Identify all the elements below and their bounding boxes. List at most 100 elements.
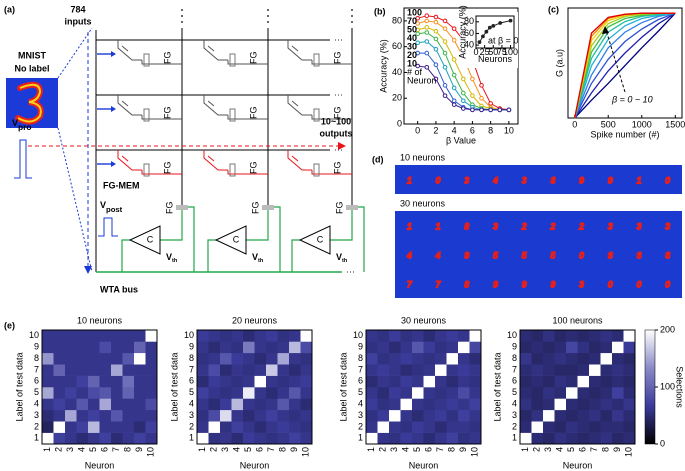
heatmap-cell — [366, 330, 378, 342]
x-axis-label: Neuron — [409, 460, 439, 470]
heatmap-cell — [254, 432, 267, 445]
heatmap-cell — [99, 330, 112, 342]
heatmap-cell — [197, 387, 209, 399]
fg-label: FG — [162, 107, 172, 120]
heatmap-cell — [389, 398, 401, 411]
y-axis-label: Label of test data — [14, 352, 24, 421]
comparator-label: C — [233, 234, 240, 244]
fg-gate — [143, 53, 150, 67]
heatmap-cell — [99, 421, 112, 433]
y-axis-label: Label of test data — [338, 352, 348, 421]
data-point — [442, 93, 448, 98]
fg-cell — [117, 95, 182, 120]
x-tick-label: 1000 — [632, 120, 652, 130]
heatmap-cell — [366, 364, 378, 376]
heatmap-cell — [42, 330, 54, 342]
arrowhead — [111, 51, 116, 57]
x-tick-label: 7 — [266, 447, 276, 452]
digit-image: 6 — [636, 250, 642, 260]
y-tick-label: 40 — [392, 67, 402, 77]
heatmap-cell — [111, 364, 123, 376]
heatmap-cell — [122, 398, 135, 411]
fg-mem-label: FG-MEM — [103, 180, 140, 190]
fg-label: FG — [248, 52, 258, 65]
heatmap-cell — [300, 341, 313, 354]
heatmap-cell — [231, 409, 244, 422]
y-tick-label: 3 — [358, 410, 363, 420]
fg-label: FG — [332, 52, 342, 65]
x-tick-label: 25 — [480, 47, 490, 57]
heatmap-cell — [65, 387, 77, 399]
y-tick-label: 6 — [189, 376, 194, 386]
y-tick-label: 4 — [358, 398, 363, 408]
heatmap-cell — [289, 398, 301, 411]
y-tick-label: 60 — [392, 41, 402, 51]
heatmap-cell — [377, 375, 390, 388]
heatmap-cell — [122, 341, 135, 354]
mnist-label: No label — [14, 63, 49, 73]
panel-label: (d) — [372, 154, 384, 164]
heatmap-cell — [53, 375, 66, 388]
y-tick-label: 10 — [29, 330, 39, 340]
y-tick-label: 4 — [512, 398, 517, 408]
heatmap-cell — [469, 330, 482, 342]
heatmap-cell — [53, 364, 66, 376]
x-axis-label: Neuron — [563, 460, 593, 470]
y-tick-label: 2 — [189, 421, 194, 431]
wta-wire — [121, 206, 195, 272]
heatmap-cell — [589, 352, 601, 365]
digit-image: 4 — [435, 250, 441, 260]
heatmap-cell — [134, 409, 146, 422]
heatmap-cell — [520, 375, 532, 388]
x-tick-label: 9 — [289, 447, 299, 452]
heatmap-cell — [577, 364, 590, 376]
subscript-label: Vth — [166, 252, 178, 264]
data-point — [481, 34, 485, 39]
subscript-label: Vth — [336, 252, 348, 264]
heatmap-cell — [520, 432, 532, 445]
wta-wire — [291, 206, 365, 272]
heatmap-cell — [88, 409, 100, 422]
heatmap-cell — [446, 352, 459, 365]
y-tick-label: 1 — [358, 433, 363, 443]
heatmap-cell — [531, 398, 544, 411]
y-tick-label: 4 — [34, 398, 39, 408]
heatmap-cell — [65, 330, 77, 342]
heatmap-cell — [134, 387, 146, 399]
fg-gate — [313, 53, 320, 67]
x-tick-label: 4 — [401, 447, 411, 452]
heatmap-cell — [377, 432, 390, 445]
heatmap-cell — [42, 398, 54, 411]
heatmap-cell — [543, 398, 555, 411]
image-group-title: 10 neurons — [400, 152, 446, 162]
panel-label: (c) — [548, 4, 559, 14]
data-point — [442, 64, 448, 70]
x-axis-label: Neuron — [85, 460, 115, 470]
main-text: V — [252, 252, 258, 262]
dotted-link — [57, 27, 93, 273]
digit-image: 6 — [608, 250, 614, 260]
digit-image: 6 — [665, 250, 671, 260]
digit-image: 3 — [493, 221, 498, 231]
y-tick-label: 7 — [189, 364, 194, 374]
fg-gate — [313, 163, 320, 177]
heatmap-cell — [277, 398, 290, 411]
heatmap-cell — [266, 364, 278, 376]
heatmap-cell — [446, 398, 459, 411]
heatmap-cell — [42, 375, 54, 388]
heatmap-cell — [612, 375, 624, 388]
heatmap-cell — [266, 398, 278, 411]
heatmap-cell — [389, 421, 401, 433]
heatmap-cell — [446, 387, 459, 399]
heatmap-cell — [435, 364, 447, 376]
subscript-label: Vpost — [100, 200, 123, 214]
y-tick-label: 3 — [34, 410, 39, 420]
heatmap-cell — [423, 352, 436, 365]
data-point — [433, 14, 439, 20]
heatmap-cell — [289, 364, 301, 376]
heatmap-cell — [88, 398, 100, 411]
data-line — [574, 12, 676, 119]
heatmap-cell — [300, 409, 313, 422]
annotation-arrow — [605, 29, 626, 93]
main-text: V — [336, 252, 342, 262]
